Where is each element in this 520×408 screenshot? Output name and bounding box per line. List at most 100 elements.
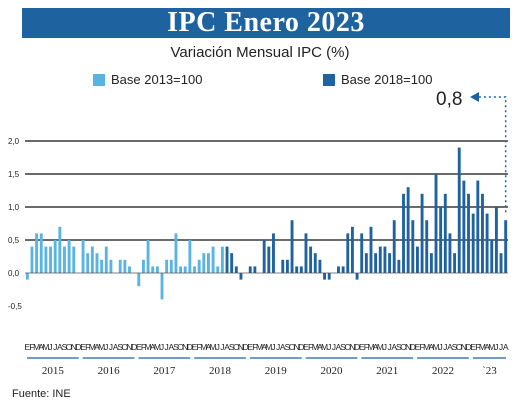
year-label: 2022	[432, 365, 454, 377]
bar-base-2013	[90, 246, 94, 273]
bar-base-2018	[504, 220, 508, 273]
month-tick-label: J	[499, 342, 503, 352]
legend-swatch-2013	[93, 73, 105, 86]
bar-base-2018	[453, 253, 457, 273]
month-tick-label: O	[122, 342, 129, 352]
month-tick-label: M	[265, 342, 272, 352]
month-tick-label: A	[280, 342, 286, 352]
month-tick-label: E	[303, 342, 309, 352]
month-tick-label: S	[173, 342, 179, 352]
bar-base-2013	[128, 266, 131, 273]
month-tick-label: D	[75, 342, 81, 352]
bar-base-2013	[202, 253, 206, 273]
month-tick-label: F	[364, 342, 369, 352]
month-tick-label: O	[66, 342, 73, 352]
month-tick-label: M	[479, 342, 486, 352]
bar-base-2013	[58, 226, 62, 273]
month-tick-label: N	[294, 342, 300, 352]
bar-base-2018	[346, 233, 350, 273]
bar-base-2018	[281, 259, 285, 273]
month-tick-label: E	[470, 342, 476, 352]
month-tick-label: J	[332, 342, 336, 352]
y-tick-label: 0,5	[8, 236, 20, 245]
bar-base-2013	[35, 233, 39, 273]
title-banner: IPC Enero 2023	[22, 7, 510, 38]
bar-base-2018	[425, 220, 429, 273]
bar-base-2018	[383, 246, 387, 273]
bar-base-2018	[439, 207, 443, 273]
bar-base-2018	[374, 253, 378, 273]
bar-base-2013	[207, 253, 210, 273]
bar-base-2013	[67, 240, 71, 273]
legend-base-2013: Base 2013=100	[93, 72, 202, 87]
month-tick-label: J	[439, 342, 443, 352]
month-tick-label: D	[243, 342, 249, 352]
month-tick-label: A	[391, 342, 397, 352]
month-tick-label: D	[131, 342, 137, 352]
bar-base-2018	[457, 147, 461, 273]
bar-base-2013	[86, 253, 90, 273]
month-tick-label: O	[177, 342, 184, 352]
bar-base-2013	[146, 240, 150, 273]
y-tick-label: 1,5	[8, 170, 20, 179]
year-label: 2018	[209, 365, 232, 377]
month-tick-label: N	[182, 342, 188, 352]
month-tick-label: F	[475, 342, 480, 352]
month-tick-label: J	[494, 342, 498, 352]
bar-base-2013	[137, 273, 141, 287]
bar-base-2018	[369, 226, 373, 273]
bar-base-2013	[109, 259, 113, 273]
month-tick-label: J	[165, 342, 169, 352]
bar-base-2013	[63, 246, 66, 273]
month-tick-label: A	[94, 342, 100, 352]
month-tick-label: J	[383, 342, 387, 352]
bar-base-2013	[169, 259, 173, 273]
month-tick-label: A	[38, 342, 44, 352]
bar-base-2013	[188, 240, 192, 273]
month-tick-label: M	[33, 342, 40, 352]
bar-base-2018	[272, 233, 275, 273]
bar-base-2013	[44, 246, 48, 273]
latest-value-annotation: 0,8	[436, 89, 463, 110]
annotation-arrowhead	[470, 92, 479, 102]
month-tick-label: M	[367, 342, 374, 352]
bar-base-2018	[304, 233, 308, 273]
bar-base-2018	[341, 266, 345, 273]
month-tick-label: M	[312, 342, 319, 352]
month-tick-label: A	[150, 342, 156, 352]
bar-base-2013	[95, 253, 99, 273]
bar-base-2013	[81, 240, 85, 273]
bar-base-2013	[165, 259, 169, 273]
month-tick-label: A	[336, 342, 342, 352]
bar-base-2018	[285, 259, 289, 273]
bar-base-2018	[290, 220, 294, 273]
bar-base-2018	[429, 253, 433, 273]
month-tick-label: M	[210, 342, 217, 352]
bar-base-2013	[151, 266, 155, 273]
month-tick-label: A	[503, 342, 509, 352]
bar-base-2018	[485, 213, 489, 273]
month-tick-label: A	[447, 342, 453, 352]
month-tick-label: D	[465, 342, 471, 352]
legend-base-2018: Base 2018=100	[323, 72, 432, 87]
month-tick-label: S	[452, 342, 458, 352]
month-tick-label: J	[109, 342, 113, 352]
month-tick-label: O	[233, 342, 240, 352]
month-tick-label: M	[432, 342, 439, 352]
bar-base-2013	[193, 266, 196, 273]
month-tick-label: J	[443, 342, 447, 352]
bar-base-2018	[434, 174, 438, 273]
month-tick-label: A	[373, 342, 379, 352]
bar-base-2018	[420, 193, 424, 273]
bar-base-2018	[313, 253, 317, 273]
bar-base-2018	[318, 259, 322, 273]
month-tick-label: E	[24, 342, 30, 352]
month-tick-label: S	[117, 342, 123, 352]
month-tick-label: D	[298, 342, 304, 352]
month-tick-label: A	[206, 342, 212, 352]
month-tick-label: M	[321, 342, 328, 352]
bar-base-2013	[197, 259, 201, 273]
bar-base-2018	[239, 273, 243, 280]
legend-swatch-2018	[323, 73, 335, 86]
